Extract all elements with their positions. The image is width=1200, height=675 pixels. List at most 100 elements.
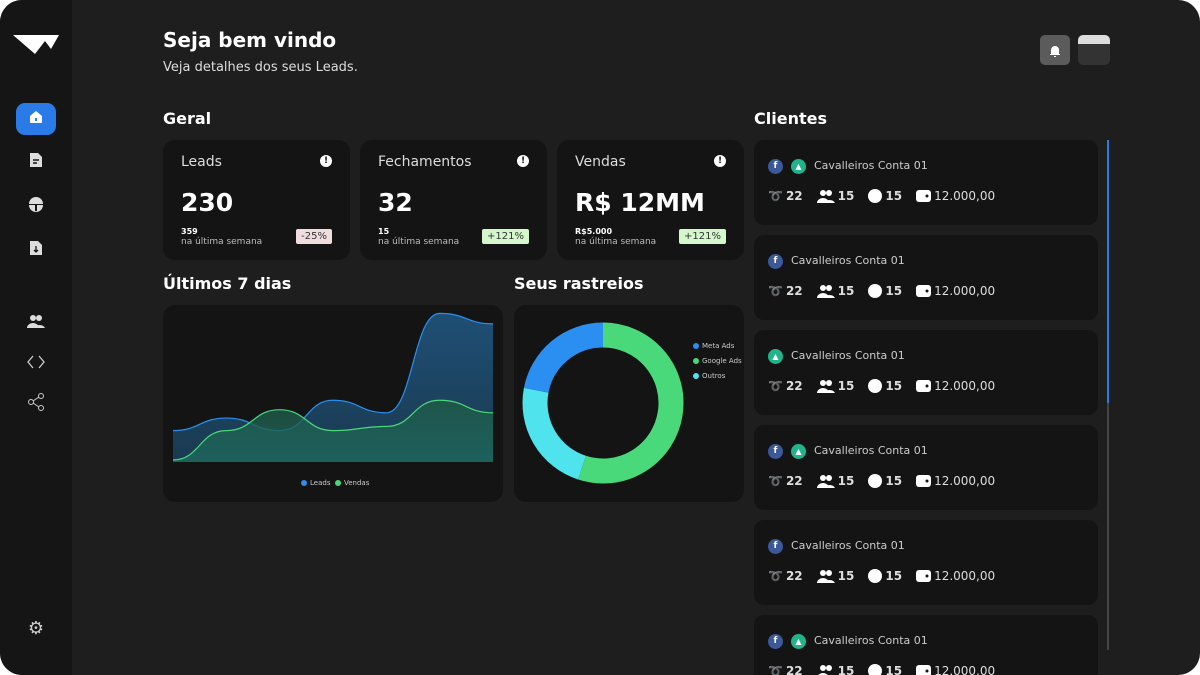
users-icon (816, 569, 835, 583)
legend-item: Outros (693, 372, 725, 380)
links-count: 22 (785, 664, 803, 675)
links-count: 22 (785, 189, 803, 203)
sidebar-item-code[interactable] (16, 347, 56, 379)
kpi-period-label: na última semana (378, 237, 460, 247)
circle-count: 15 (885, 664, 903, 675)
users-icon (816, 284, 835, 298)
kpi-change-badge: +121% (482, 229, 529, 244)
client-card[interactable]: f ▲ Cavalleiros Conta 01 ➰ 22 15 15 12.000… (754, 425, 1098, 510)
google-ads-icon: ▲ (768, 349, 783, 364)
facebook-icon: f (768, 444, 783, 459)
users-count: 15 (837, 664, 855, 675)
kpi-change-badge: +121% (679, 229, 726, 244)
link-icon: ➰ (768, 189, 783, 203)
amount: 12.000,00 (934, 284, 996, 298)
client-card[interactable]: f ▲ Cavalleiros Conta 01 ➰ 22 15 15 12.000… (754, 615, 1098, 675)
kpi-title: Fechamentos (378, 154, 472, 170)
logo (13, 35, 59, 54)
section-geral: Geral (163, 109, 212, 128)
gear-icon: ⚙ (27, 617, 45, 639)
page-title: Seja bem vindo (163, 28, 337, 52)
links-count: 22 (785, 379, 803, 393)
links-count: 22 (785, 569, 803, 583)
link-icon: ➰ (768, 569, 783, 583)
link-icon: ➰ (768, 379, 783, 393)
kpi-card-fechamentos: Fechamentos ! 32 15 na última semana +12… (360, 140, 547, 260)
sidebar-item-download-file[interactable] (16, 234, 56, 266)
kpi-title: Leads (181, 154, 222, 170)
share-icon (27, 393, 45, 415)
kpi-card-vendas: Vendas ! R$ 12MM R$5.000 na última seman… (557, 140, 744, 260)
google-ads-icon: ▲ (791, 159, 806, 174)
settings-button[interactable]: ⚙ (16, 612, 56, 644)
bell-icon (1050, 45, 1060, 57)
notifications-button[interactable] (1040, 35, 1070, 65)
amount: 12.000,00 (934, 474, 996, 488)
wallet-icon (916, 475, 932, 487)
legend-item: Meta Ads (693, 342, 734, 350)
info-icon[interactable]: ! (320, 155, 332, 167)
kpi-previous: R$5.000 (575, 227, 613, 236)
facebook-icon: f (768, 254, 783, 269)
client-card[interactable]: f Cavalleiros Conta 01 ➰ 22 15 15 12.000,… (754, 520, 1098, 605)
google-ads-icon: ▲ (791, 634, 806, 649)
sidebar-item-share[interactable] (16, 388, 56, 420)
link-icon: ➰ (768, 664, 783, 675)
info-icon[interactable]: ! (517, 155, 529, 167)
client-name: Cavalleiros Conta 01 (814, 444, 928, 457)
kpi-value: 230 (181, 188, 234, 217)
section-tracking: Seus rastreios (514, 274, 644, 293)
client-name: Cavalleiros Conta 01 (791, 349, 905, 362)
code-icon (27, 354, 45, 373)
avatar[interactable] (1078, 35, 1110, 65)
series-line-leads (172, 312, 494, 432)
users-icon (816, 474, 835, 488)
users-count: 15 (837, 379, 855, 393)
sidebar-item-users[interactable] (16, 306, 56, 338)
users-count: 15 (837, 474, 855, 488)
section-last7: Últimos 7 dias (163, 274, 292, 293)
links-count: 22 (785, 474, 803, 488)
users-count: 15 (837, 189, 855, 203)
area-chart (172, 312, 494, 462)
users-icon (817, 664, 835, 675)
kpi-period-label: na última semana (181, 237, 263, 247)
circle-icon (868, 379, 883, 393)
client-card[interactable]: ▲ Cavalleiros Conta 01 ➰ 22 15 15 12.000,… (754, 330, 1098, 415)
users-count: 15 (837, 569, 855, 583)
tracking-icon (28, 196, 44, 216)
circle-icon (868, 474, 883, 488)
client-name: Cavalleiros Conta 01 (791, 254, 905, 267)
amount: 12.000,00 (934, 569, 996, 583)
users-icon (27, 313, 45, 332)
kpi-value: R$ 12MM (575, 188, 705, 217)
scrollbar-thumb[interactable] (1107, 140, 1109, 403)
donut-slice-meta-ads (523, 322, 604, 394)
sidebar-item-document[interactable] (16, 146, 56, 178)
client-card[interactable]: f ▲ Cavalleiros Conta 01 ➰ 22 15 15 12.000… (754, 140, 1098, 225)
circle-count: 15 (885, 379, 903, 393)
info-icon[interactable]: ! (714, 155, 726, 167)
section-clients: Clientes (754, 109, 827, 128)
circle-icon (868, 664, 883, 675)
kpi-period-label: na última semana (575, 237, 657, 247)
circle-count: 15 (885, 189, 903, 203)
facebook-icon: f (768, 539, 783, 554)
page-subtitle: Veja detalhes dos seus Leads. (163, 60, 358, 75)
facebook-icon: f (768, 159, 783, 174)
wallet-icon (916, 570, 932, 582)
wallet-icon (916, 380, 932, 392)
users-count: 15 (837, 284, 855, 298)
link-icon: ➰ (768, 474, 783, 488)
sidebar: ⚙ (0, 0, 72, 675)
kpi-title: Vendas (575, 154, 626, 170)
circle-icon (868, 569, 883, 583)
sidebar-item-home[interactable] (16, 103, 56, 135)
donut-slice-google-ads (578, 322, 684, 484)
download-file-icon (29, 240, 43, 260)
last7-chart-card: Leads Vendas (163, 305, 503, 502)
sidebar-item-tracking[interactable] (16, 190, 56, 222)
home-icon (28, 109, 44, 129)
kpi-previous: 15 (378, 227, 390, 236)
client-card[interactable]: f Cavalleiros Conta 01 ➰ 22 15 15 12.000,… (754, 235, 1098, 320)
